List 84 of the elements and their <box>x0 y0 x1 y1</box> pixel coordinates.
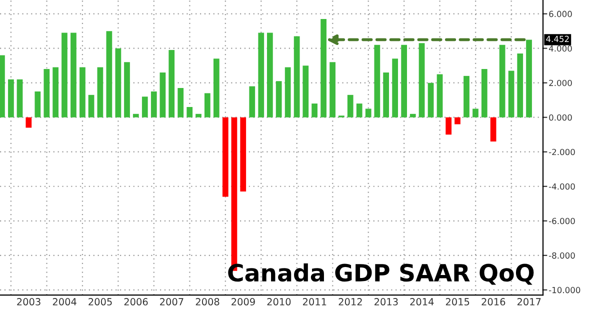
bar <box>517 53 524 118</box>
bar <box>97 67 104 118</box>
bar <box>401 44 408 118</box>
x-tick-label: 2007 <box>160 298 184 306</box>
bar <box>347 94 354 118</box>
bar <box>418 43 425 118</box>
bar <box>196 114 202 118</box>
bar <box>302 66 309 118</box>
bar <box>472 108 478 118</box>
x-tick-label: 2004 <box>52 298 76 306</box>
x-tick-label: 2003 <box>17 298 40 306</box>
bar <box>240 117 246 192</box>
bar <box>132 114 139 118</box>
x-tick-label: 2013 <box>374 298 398 306</box>
bar <box>508 70 514 118</box>
bar <box>44 69 50 118</box>
x-tick-label: 2015 <box>446 298 470 306</box>
bar <box>383 72 390 118</box>
bar <box>178 88 184 118</box>
x-tick-label: 2016 <box>482 298 506 306</box>
bar <box>52 67 59 118</box>
x-tick-label: 2009 <box>232 298 255 306</box>
bar <box>365 108 372 118</box>
text: Canada GDP SAAR QoQ <box>228 263 534 285</box>
text: 4.452 <box>546 36 569 42</box>
bar <box>526 40 532 118</box>
y-tick-label: -6.000 <box>548 218 575 224</box>
x-tick-label: 2012 <box>338 298 362 306</box>
bar <box>168 50 175 118</box>
bar <box>249 86 256 118</box>
bar <box>481 69 488 118</box>
y-tick-label: -2.000 <box>548 148 575 156</box>
bar <box>142 96 148 118</box>
bar <box>330 62 336 118</box>
bar <box>392 58 398 118</box>
bar <box>34 91 41 118</box>
y-tick-label: 4.000 <box>548 45 572 52</box>
bar <box>0 55 5 118</box>
x-tick-label: 2005 <box>88 298 112 306</box>
bar <box>124 62 130 118</box>
bar <box>312 104 318 118</box>
bar <box>294 36 300 118</box>
bar <box>62 32 68 118</box>
bar <box>150 91 157 118</box>
bar <box>115 48 122 118</box>
y-tick-label: 6.000 <box>549 10 572 18</box>
bar <box>446 117 452 135</box>
bar <box>16 79 23 118</box>
x-tick-label: 2010 <box>267 298 291 306</box>
y-tick-label: -8.000 <box>548 252 575 259</box>
x-tick-label: 2011 <box>302 298 326 306</box>
x-tick-label: 2014 <box>410 298 434 306</box>
x-tick-label: 2017 <box>517 298 541 306</box>
bar <box>204 93 210 118</box>
bar <box>490 117 496 142</box>
bar <box>499 44 506 118</box>
bar <box>186 106 193 118</box>
bar <box>276 81 282 118</box>
bar <box>222 117 228 197</box>
bar <box>258 32 264 118</box>
x-tick-label: 2008 <box>196 298 220 306</box>
bar <box>267 32 273 118</box>
bar <box>88 94 94 118</box>
bar <box>80 67 86 118</box>
bar <box>320 18 326 118</box>
bar <box>8 79 14 118</box>
bar <box>284 67 291 118</box>
bar <box>436 74 443 118</box>
bar <box>213 58 220 118</box>
bar <box>26 117 32 128</box>
x-tick-label: 2006 <box>124 298 148 306</box>
bar <box>410 114 416 118</box>
bar <box>356 104 362 118</box>
y-tick-label: -10.000 <box>548 286 580 294</box>
y-tick-label: 0.000 <box>549 114 572 121</box>
bar <box>454 117 460 124</box>
bar <box>70 32 76 118</box>
bar <box>160 72 166 118</box>
bar <box>464 76 470 118</box>
bar <box>106 31 112 118</box>
bar <box>428 82 434 118</box>
y-tick-label: -4.000 <box>548 183 575 190</box>
y-tick-label: 2.000 <box>549 80 572 86</box>
bar <box>374 44 380 118</box>
